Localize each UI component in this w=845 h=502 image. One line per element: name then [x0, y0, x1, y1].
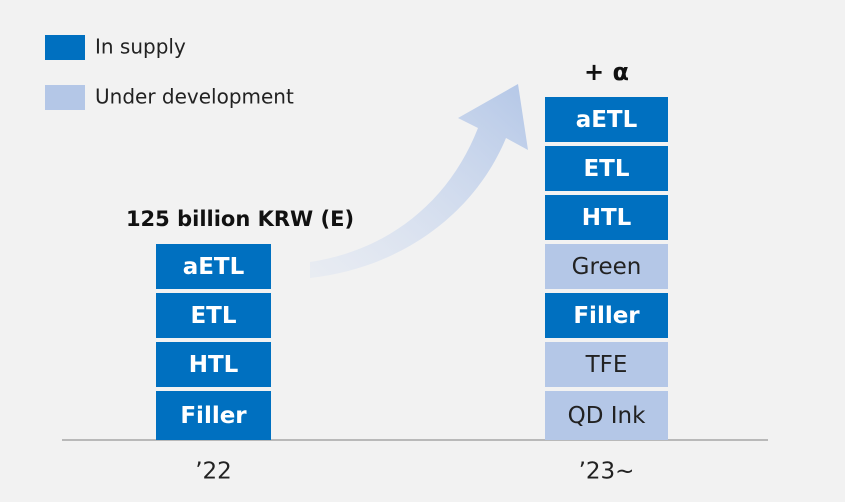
block: [156, 244, 271, 289]
legend-swatch: [45, 85, 85, 110]
block: [545, 244, 668, 289]
block-label: aETL: [183, 254, 245, 280]
column-header: + α: [584, 58, 629, 86]
block-label: aETL: [576, 107, 638, 133]
block-label: Filler: [180, 403, 247, 429]
block: [545, 293, 668, 338]
block: [545, 342, 668, 387]
block-label: HTL: [582, 205, 632, 231]
block-label: ETL: [583, 156, 629, 182]
block-label: ETL: [190, 303, 236, 329]
column-label: ’22: [195, 459, 232, 485]
legend-label: Under development: [95, 85, 294, 109]
column-label: ’23~: [579, 459, 635, 485]
content: In supply Under development aETL ETL HTL Fill…: [45, 35, 668, 485]
block: [545, 195, 668, 240]
legend-swatch: [45, 35, 85, 60]
block-label: Green: [572, 254, 642, 280]
column-header: 125 billion KRW (E): [126, 207, 354, 231]
block-label: TFE: [585, 352, 628, 378]
block-label: HTL: [189, 352, 239, 378]
block: [545, 391, 668, 440]
block: [156, 391, 271, 440]
block-label: QD Ink: [568, 403, 646, 429]
block: [545, 97, 668, 142]
block: [156, 342, 271, 387]
block-label: Filler: [573, 303, 640, 329]
block: [545, 146, 668, 191]
block: [156, 293, 271, 338]
growth-arrow: [310, 84, 528, 278]
legend-label: In supply: [95, 35, 186, 59]
